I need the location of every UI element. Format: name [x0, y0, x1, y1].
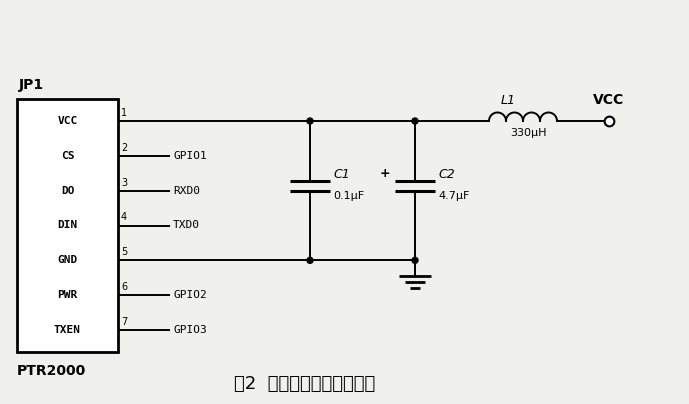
Text: VCC: VCC	[57, 116, 78, 126]
Text: 330μH: 330μH	[510, 128, 546, 137]
Text: 0.1μF: 0.1μF	[333, 191, 364, 201]
Text: C2: C2	[438, 168, 455, 181]
Text: GPIO3: GPIO3	[173, 325, 207, 335]
Text: 6: 6	[121, 282, 127, 292]
Text: 图2  无线通信模块接口电路: 图2 无线通信模块接口电路	[234, 375, 376, 393]
Text: L1: L1	[500, 93, 515, 107]
FancyBboxPatch shape	[17, 99, 118, 352]
Circle shape	[307, 118, 313, 124]
Text: GPIO1: GPIO1	[173, 151, 207, 161]
Text: 3: 3	[121, 178, 127, 188]
Text: 7: 7	[121, 317, 127, 327]
Text: TXD0: TXD0	[173, 221, 200, 231]
Text: +: +	[380, 167, 390, 180]
Text: VCC: VCC	[593, 93, 625, 107]
Text: 4: 4	[121, 213, 127, 223]
Circle shape	[412, 257, 418, 263]
Text: C1: C1	[333, 168, 350, 181]
Circle shape	[412, 118, 418, 124]
Text: GPIO2: GPIO2	[173, 290, 207, 300]
Circle shape	[307, 257, 313, 263]
Text: 5: 5	[121, 247, 127, 257]
Text: GND: GND	[57, 255, 78, 265]
Text: PWR: PWR	[57, 290, 78, 300]
Text: 2: 2	[121, 143, 127, 153]
Text: CS: CS	[61, 151, 74, 161]
Text: TXEN: TXEN	[54, 325, 81, 335]
Text: JP1: JP1	[19, 78, 44, 92]
Text: DIN: DIN	[57, 221, 78, 231]
Text: 4.7μF: 4.7μF	[438, 191, 469, 201]
Text: 1: 1	[121, 108, 127, 118]
Text: PTR2000: PTR2000	[17, 364, 86, 378]
Text: DO: DO	[61, 186, 74, 196]
Text: RXD0: RXD0	[173, 186, 200, 196]
